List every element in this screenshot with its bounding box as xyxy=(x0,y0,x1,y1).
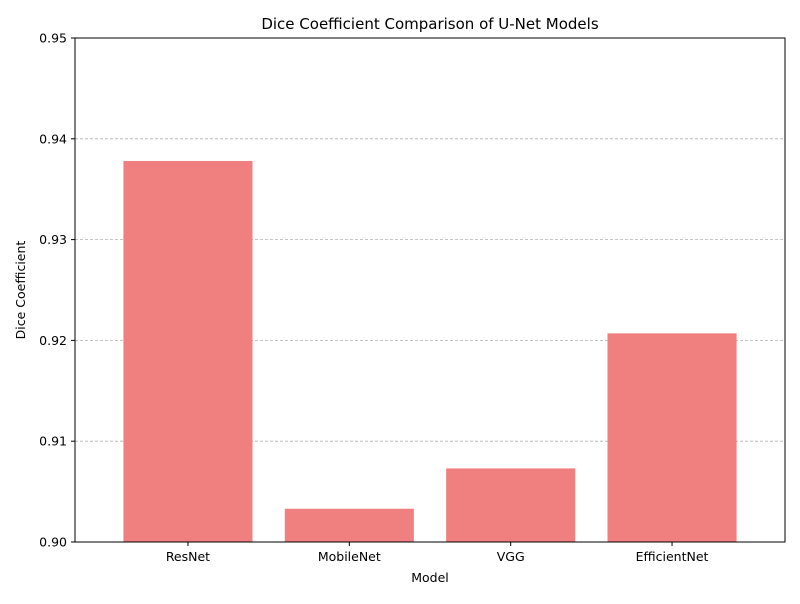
y-tick-label: 0.94 xyxy=(39,131,67,146)
y-tick-label: 0.93 xyxy=(39,232,67,247)
x-tick-label: VGG xyxy=(497,549,525,564)
y-tick-label: 0.90 xyxy=(39,535,67,550)
y-tick-label: 0.92 xyxy=(39,333,67,348)
chart-title: Dice Coefficient Comparison of U-Net Mod… xyxy=(261,15,598,33)
bars xyxy=(123,160,737,542)
plot-frame xyxy=(74,37,786,543)
x-tick-label: ResNet xyxy=(166,549,210,564)
y-axis-ticks: 0.90 0.91 0.92 0.93 0.94 0.95 xyxy=(39,31,75,550)
bar-mobilenet xyxy=(284,508,414,542)
x-axis-ticks: ResNet MobileNet VGG EfficientNet xyxy=(166,542,709,564)
y-tick-label: 0.91 xyxy=(39,434,67,449)
bar-vgg xyxy=(446,468,576,542)
bar-resnet xyxy=(123,160,253,542)
x-tick-label: EfficientNet xyxy=(636,549,709,564)
y-axis-label: Dice Coefficient xyxy=(13,241,28,340)
bar-efficientnet xyxy=(607,333,737,542)
y-tick-label: 0.95 xyxy=(39,31,67,46)
x-axis-label: Model xyxy=(411,570,449,585)
x-tick-label: MobileNet xyxy=(318,549,381,564)
